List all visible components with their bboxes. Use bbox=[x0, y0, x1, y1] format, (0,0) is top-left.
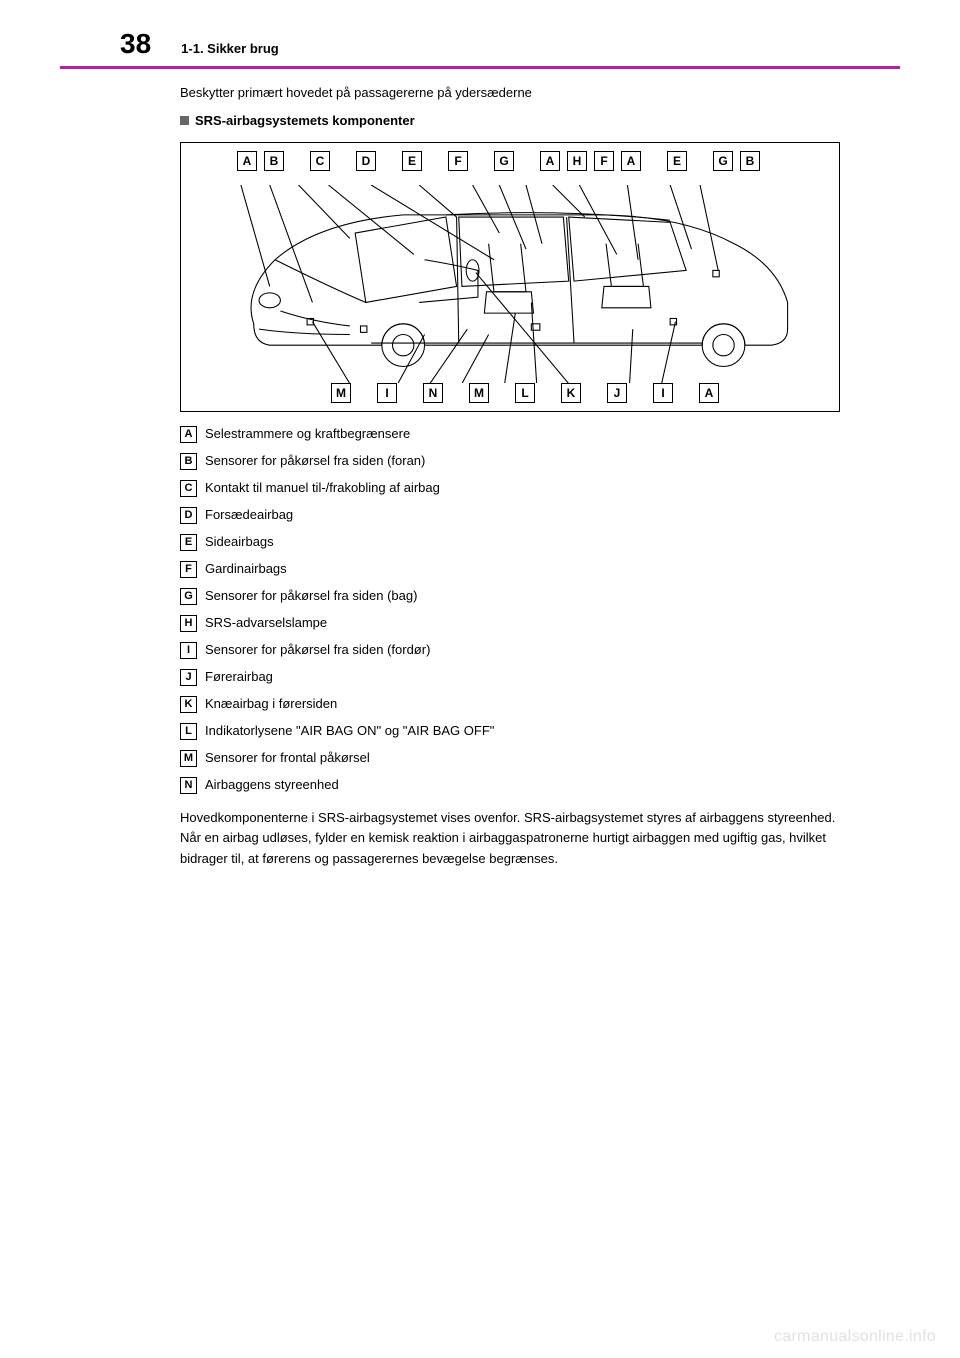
legend-text: Knæairbag i førersiden bbox=[205, 696, 337, 713]
watermark-text: carmanualsonline.info bbox=[774, 1328, 936, 1346]
diagram-label-box: G bbox=[494, 151, 514, 171]
legend-text: Sensorer for påkørsel fra siden (bag) bbox=[205, 588, 417, 605]
legend-item: M Sensorer for frontal påkørsel bbox=[180, 750, 840, 767]
label-gap bbox=[404, 383, 416, 403]
diagram-label-box: E bbox=[402, 151, 422, 171]
page-content: Beskytter primært hovedet på passagerern… bbox=[0, 69, 960, 870]
label-gap bbox=[648, 151, 660, 171]
diagram-label-box: F bbox=[448, 151, 468, 171]
legend-text: Sensorer for frontal påkørsel bbox=[205, 750, 370, 767]
diagram-label-box: E bbox=[667, 151, 687, 171]
subheading-text: SRS-airbagsystemets komponenter bbox=[195, 113, 415, 128]
legend-item: H SRS-advarselslampe bbox=[180, 615, 840, 632]
legend-text: Indikatorlysene "AIR BAG ON" og "AIR BAG… bbox=[205, 723, 494, 740]
diagram-label-box: A bbox=[237, 151, 257, 171]
diagram-label-box: B bbox=[740, 151, 760, 171]
label-gap bbox=[291, 151, 303, 171]
diagram-label-box: I bbox=[653, 383, 673, 403]
label-gap bbox=[680, 383, 692, 403]
legend-item: G Sensorer for påkørsel fra siden (bag) bbox=[180, 588, 840, 605]
legend-key-box: A bbox=[180, 426, 197, 443]
diagram-label-box: G bbox=[713, 151, 733, 171]
legend-text: Kontakt til manuel til-/frakobling af ai… bbox=[205, 480, 440, 497]
legend-text: Airbaggens styreenhed bbox=[205, 777, 339, 794]
label-gap bbox=[542, 383, 554, 403]
legend-item: E Sideairbags bbox=[180, 534, 840, 551]
square-bullet-icon bbox=[180, 116, 189, 125]
legend-key-box: L bbox=[180, 723, 197, 740]
legend-item: C Kontakt til manuel til-/frakobling af a… bbox=[180, 480, 840, 497]
body-paragraph: Hovedkomponenterne i SRS-airbagsystemet … bbox=[180, 808, 840, 870]
label-gap bbox=[521, 151, 533, 171]
legend-text: Selestrammere og kraftbegrænsere bbox=[205, 426, 410, 443]
legend-item: J Førerairbag bbox=[180, 669, 840, 686]
diagram-label-box: I bbox=[377, 383, 397, 403]
legend-item: A Selestrammere og kraftbegrænsere bbox=[180, 426, 840, 443]
label-gap bbox=[496, 383, 508, 403]
legend-key-box: M bbox=[180, 750, 197, 767]
legend-key-box: E bbox=[180, 534, 197, 551]
legend-item: I Sensorer for påkørsel fra siden (fordør… bbox=[180, 642, 840, 659]
diagram-label-box: N bbox=[423, 383, 443, 403]
diagram-label-box: L bbox=[515, 383, 535, 403]
diagram-label-box: A bbox=[699, 383, 719, 403]
legend-text: Sideairbags bbox=[205, 534, 274, 551]
airbag-diagram: ABCDEFGAHFAEGB bbox=[180, 142, 840, 412]
diagram-label-box: C bbox=[310, 151, 330, 171]
legend-text: Gardinairbags bbox=[205, 561, 287, 578]
caption-text: Beskytter primært hovedet på passagerern… bbox=[180, 83, 840, 103]
diagram-label-box: K bbox=[561, 383, 581, 403]
section-title: 1-1. Sikker brug bbox=[181, 41, 279, 56]
page-number: 38 bbox=[120, 28, 151, 60]
legend-item: B Sensorer for påkørsel fra siden (foran) bbox=[180, 453, 840, 470]
legend-item: F Gardinairbags bbox=[180, 561, 840, 578]
legend-key-box: N bbox=[180, 777, 197, 794]
label-gap bbox=[450, 383, 462, 403]
legend-key-box: F bbox=[180, 561, 197, 578]
legend-key-box: I bbox=[180, 642, 197, 659]
legend-text: SRS-advarselslampe bbox=[205, 615, 327, 632]
legend-text: Sensorer for påkørsel fra siden (fordør) bbox=[205, 642, 430, 659]
legend-item: L Indikatorlysene "AIR BAG ON" og "AIR BA… bbox=[180, 723, 840, 740]
diagram-label-box: A bbox=[621, 151, 641, 171]
diagram-label-box: B bbox=[264, 151, 284, 171]
legend-text: Førerairbag bbox=[205, 669, 273, 686]
legend-text: Forsædeairbag bbox=[205, 507, 293, 524]
legend-key-box: J bbox=[180, 669, 197, 686]
label-gap bbox=[588, 383, 600, 403]
label-gap bbox=[634, 383, 646, 403]
diagram-label-box: F bbox=[594, 151, 614, 171]
label-gap bbox=[694, 151, 706, 171]
legend-key-box: D bbox=[180, 507, 197, 524]
legend-key-box: K bbox=[180, 696, 197, 713]
label-gap bbox=[337, 151, 349, 171]
label-gap bbox=[358, 383, 370, 403]
label-gap bbox=[429, 151, 441, 171]
subheading: SRS-airbagsystemets komponenter bbox=[180, 113, 840, 128]
diagram-label-box: H bbox=[567, 151, 587, 171]
legend-key-box: G bbox=[180, 588, 197, 605]
diagram-label-box: J bbox=[607, 383, 627, 403]
diagram-label-box: A bbox=[540, 151, 560, 171]
diagram-label-box: M bbox=[469, 383, 489, 403]
legend-item: N Airbaggens styreenhed bbox=[180, 777, 840, 794]
legend-item: D Forsædeairbag bbox=[180, 507, 840, 524]
legend-key-box: C bbox=[180, 480, 197, 497]
diagram-top-labels: ABCDEFGAHFAEGB bbox=[237, 151, 760, 171]
legend-key-box: H bbox=[180, 615, 197, 632]
label-gap bbox=[383, 151, 395, 171]
diagram-label-box: M bbox=[331, 383, 351, 403]
label-gap bbox=[475, 151, 487, 171]
diagram-label-box: D bbox=[356, 151, 376, 171]
legend-item: K Knæairbag i førersiden bbox=[180, 696, 840, 713]
legend-text: Sensorer for påkørsel fra siden (foran) bbox=[205, 453, 425, 470]
car-illustration bbox=[211, 185, 809, 384]
legend-key-box: B bbox=[180, 453, 197, 470]
page-header: 38 1-1. Sikker brug bbox=[0, 0, 960, 66]
legend-list: A Selestrammere og kraftbegrænsere B Sensor… bbox=[180, 426, 840, 794]
diagram-bottom-labels: MINMLKJIA bbox=[331, 383, 719, 403]
